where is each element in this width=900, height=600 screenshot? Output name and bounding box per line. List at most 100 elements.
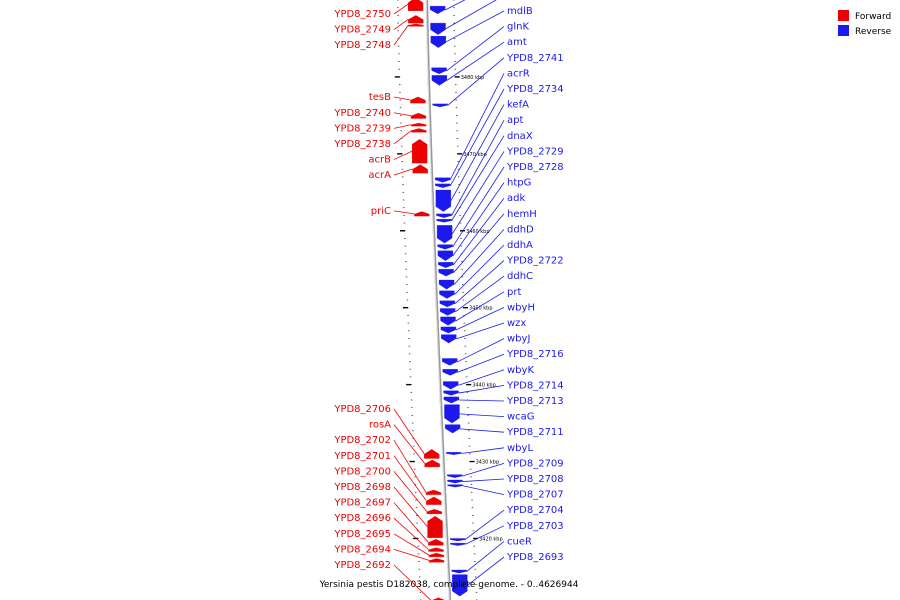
gene-YPD8_2734[interactable] (435, 183, 451, 188)
label-YPD8_2693[interactable]: YPD8_2693 (506, 552, 564, 563)
label-dnaX[interactable]: dnaX (507, 131, 533, 142)
label-YPD8_2728[interactable]: YPD8_2728 (506, 162, 564, 173)
label-mdlA[interactable]: mdlA (507, 0, 533, 1)
label-hemH[interactable]: hemH (507, 209, 537, 220)
gene-YPD8_2700[interactable] (426, 509, 442, 514)
label-YPD8_2740[interactable]: YPD8_2740 (333, 108, 391, 119)
label-YPD8_2692[interactable]: YPD8_2692 (333, 560, 391, 571)
label-acrB[interactable]: acrB (368, 155, 391, 166)
gene-YPD8_2702[interactable] (425, 489, 442, 495)
label-YPD8_2709[interactable]: YPD8_2709 (506, 458, 564, 469)
label-amt[interactable]: amt (507, 37, 527, 48)
gene-YPD8_2714[interactable] (443, 390, 459, 396)
gene-wbyJ[interactable] (442, 358, 458, 366)
gene-YPD8_2728[interactable] (437, 244, 453, 250)
label-kefA[interactable]: kefA (507, 100, 529, 111)
label-YPD8_2703[interactable]: YPD8_2703 (506, 521, 564, 532)
label-YPD8_2722[interactable]: YPD8_2722 (506, 256, 564, 267)
gene-YPD8_2697[interactable] (428, 539, 444, 546)
gene-YPD8_2694[interactable] (428, 558, 445, 563)
gene-YPD8_2740[interactable] (410, 112, 427, 119)
label-YPD8_2700[interactable]: YPD8_2700 (333, 466, 391, 477)
label-prt[interactable]: prt (507, 287, 521, 298)
gene-glnK[interactable] (431, 67, 447, 75)
label-YPD8_2748[interactable]: YPD8_2748 (333, 40, 391, 51)
label-glnK[interactable]: glnK (507, 22, 529, 33)
gene-wcaG[interactable] (444, 404, 460, 424)
gene-hemH[interactable] (438, 269, 454, 277)
gene-acrR[interactable] (434, 177, 451, 183)
label-YPD8_2698[interactable]: YPD8_2698 (333, 482, 391, 493)
label-YPD8_2711[interactable]: YPD8_2711 (506, 427, 564, 438)
gene-YPD8_2713[interactable] (443, 396, 460, 404)
gene-apt[interactable] (436, 213, 452, 218)
gene-YPD8_2711[interactable] (444, 424, 461, 434)
label-YPD8_2694[interactable]: YPD8_2694 (333, 544, 391, 555)
gene-YPD8_2716[interactable] (442, 369, 458, 376)
label-ddhA[interactable]: ddhA (507, 240, 533, 251)
gene-dnaX[interactable] (436, 219, 452, 223)
gene-YPD8_2693[interactable] (452, 574, 468, 597)
gene-YPD8_2692[interactable] (431, 597, 446, 600)
label-wbyH[interactable]: wbyH (507, 302, 535, 313)
gene-ddhA[interactable] (439, 290, 455, 299)
gene-cueR[interactable] (451, 569, 467, 574)
gene-priC[interactable] (414, 211, 430, 217)
label-wbyJ[interactable]: wbyJ (507, 334, 530, 345)
label-tesB[interactable]: tesB (369, 92, 391, 103)
label-wcaG[interactable]: wcaG (507, 412, 535, 423)
label-YPD8_2704[interactable]: YPD8_2704 (506, 505, 564, 516)
label-YPD8_2739[interactable]: YPD8_2739 (333, 123, 391, 134)
label-ddhD[interactable]: ddhD (507, 224, 534, 235)
gene-wbyL[interactable] (446, 452, 462, 455)
gene-mdlA[interactable] (430, 22, 446, 35)
gene-rosA[interactable] (424, 459, 440, 468)
label-YPD8_2707[interactable]: YPD8_2707 (506, 490, 564, 501)
gene-wzx[interactable] (441, 334, 457, 344)
gene-YPD8_2741[interactable] (432, 103, 448, 108)
gene-YPD8_2738[interactable] (411, 128, 427, 133)
gene-adk[interactable] (438, 262, 454, 268)
gene-YPD8_2706[interactable] (424, 449, 440, 459)
label-apt[interactable]: apt (507, 115, 523, 126)
label-YPD8_2750[interactable]: YPD8_2750 (333, 9, 391, 20)
label-priC[interactable]: priC (371, 206, 391, 217)
gene-amt[interactable] (431, 75, 448, 86)
gene-kefA[interactable] (435, 189, 452, 212)
label-YPD8_2701[interactable]: YPD8_2701 (333, 451, 391, 462)
label-acrR[interactable]: acrR (507, 68, 530, 79)
label-mdlB[interactable]: mdlB (507, 6, 533, 17)
label-YPD8_2714[interactable]: YPD8_2714 (506, 380, 564, 391)
gene-YPD8_2747[interactable] (429, 6, 446, 15)
gene-YPD8_2701[interactable] (426, 496, 442, 505)
label-YPD8_2729[interactable]: YPD8_2729 (506, 146, 564, 157)
label-YPD8_2696[interactable]: YPD8_2696 (333, 513, 391, 524)
gene-prt[interactable] (440, 316, 456, 326)
label-YPD8_2695[interactable]: YPD8_2695 (333, 529, 391, 540)
label-YPD8_2702[interactable]: YPD8_2702 (333, 435, 391, 446)
gene-acrA[interactable] (412, 164, 428, 174)
gene-wbyH[interactable] (440, 326, 457, 334)
gene-YPD8_2698[interactable] (427, 515, 443, 538)
gene-htpG[interactable] (437, 250, 454, 261)
gene-YPD8_2695[interactable] (428, 552, 445, 558)
gene-YPD8_2696[interactable] (428, 547, 444, 552)
label-ddhC[interactable]: ddhC (507, 271, 533, 282)
label-adk[interactable]: adk (507, 193, 525, 204)
label-rosA[interactable]: rosA (369, 420, 391, 431)
gene-YPD8_2748[interactable] (408, 23, 424, 27)
label-acrA[interactable]: acrA (368, 170, 391, 181)
gene-YPD8_2729[interactable] (436, 225, 453, 244)
gene-YPD8_2704[interactable] (449, 538, 466, 542)
gene-YPD8_2709[interactable] (447, 474, 463, 478)
gene-YPD8_2722[interactable] (439, 300, 455, 308)
gene-mdlB[interactable] (430, 36, 446, 48)
gene-YPD8_2707[interactable] (447, 484, 463, 488)
gene-acrB[interactable] (411, 139, 428, 164)
label-wbyL[interactable]: wbyL (507, 443, 533, 454)
label-wzx[interactable]: wzx (507, 318, 526, 329)
label-YPD8_2697[interactable]: YPD8_2697 (333, 498, 391, 509)
label-YPD8_2708[interactable]: YPD8_2708 (506, 474, 564, 485)
gene-YPD8_2708[interactable] (447, 479, 463, 484)
label-YPD8_2716[interactable]: YPD8_2716 (506, 349, 564, 360)
